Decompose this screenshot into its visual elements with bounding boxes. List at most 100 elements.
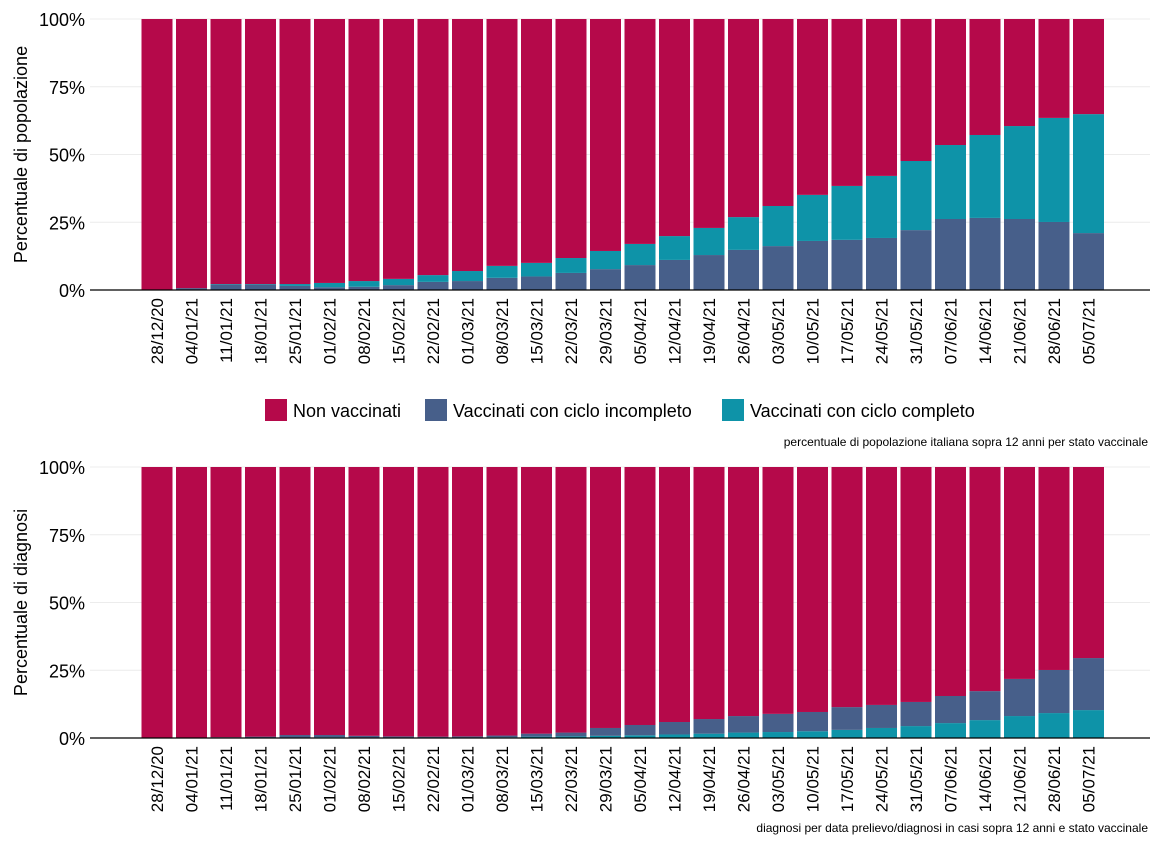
x-tick-label: 17/05/21 [838, 298, 857, 364]
bar-segment [555, 467, 587, 733]
bar-segment [831, 19, 863, 186]
bar-segment [1073, 467, 1104, 659]
bar-segment [452, 736, 483, 738]
bar-segment [590, 735, 621, 738]
bar-segment [176, 288, 207, 290]
bar-segment [383, 285, 414, 290]
y-axis-title: Percentuale di diagnosi [11, 509, 31, 696]
bar-segment [279, 467, 311, 736]
bar-segment [659, 259, 690, 290]
x-tick-label: 24/05/21 [873, 298, 892, 364]
bar-segment [693, 467, 725, 720]
x-tick-label: 26/04/21 [735, 746, 754, 812]
bar-segment [1038, 19, 1070, 118]
x-tick-label: 08/02/21 [355, 298, 374, 364]
bar-segment [762, 205, 794, 247]
bar-segment [521, 467, 552, 734]
bar-segment [624, 724, 656, 736]
y-tick-label: 100% [39, 458, 85, 478]
x-tick-label: 10/05/21 [804, 746, 823, 812]
bar-segment [1073, 658, 1104, 711]
y-tick-label: 25% [49, 213, 85, 233]
bar-segment [866, 19, 897, 176]
x-tick-label: 11/01/21 [217, 298, 236, 363]
bar-segment [624, 243, 656, 266]
x-tick-label: 25/01/21 [286, 298, 305, 364]
x-tick-label: 10/05/21 [804, 298, 823, 364]
bar-segment [452, 19, 483, 272]
bar-segment [624, 19, 656, 244]
bar-segment [624, 467, 656, 725]
bar-segment [693, 719, 725, 734]
bar-segment [969, 467, 1001, 692]
bar-segment [590, 269, 621, 290]
x-tick-label: 03/05/21 [769, 298, 788, 364]
x-tick-label: 01/03/21 [459, 746, 478, 812]
bar-segment [831, 707, 863, 730]
bar-segment [383, 736, 414, 738]
bar-segment [383, 19, 414, 279]
bar-segment [210, 467, 242, 738]
bar-segment [1004, 716, 1035, 738]
bar-segment [1073, 233, 1104, 290]
bar-segment [935, 19, 966, 146]
x-tick-label: 26/04/21 [735, 298, 754, 364]
y-axis-title: Percentuale di popolazione [11, 46, 31, 263]
bar-segment [728, 217, 759, 250]
bar-segment [210, 19, 242, 285]
y-tick-label: 0% [59, 729, 85, 749]
bar-segment [417, 19, 449, 276]
bar-segment [1004, 467, 1035, 679]
x-tick-label: 08/03/21 [493, 298, 512, 364]
legend-swatch [265, 399, 287, 421]
bar-segment [693, 255, 725, 290]
bar-segment [866, 175, 897, 238]
bar-segment [210, 284, 242, 290]
bar-segment [383, 467, 414, 737]
bar-segment [555, 736, 587, 738]
x-tick-label: 22/02/21 [424, 298, 443, 364]
bar-segment [935, 145, 966, 219]
bar-segment [693, 19, 725, 228]
bar-segment [590, 467, 621, 728]
bar-segment [590, 727, 621, 736]
bar-segment [1038, 221, 1070, 290]
bar-segment [831, 239, 863, 290]
bar-segment [176, 19, 207, 289]
bar-segment [797, 467, 828, 712]
legend-label: Vaccinati con ciclo completo [750, 401, 975, 421]
x-tick-label: 01/03/21 [459, 298, 478, 364]
x-tick-label: 25/01/21 [286, 746, 305, 812]
x-tick-label: 07/06/21 [942, 298, 961, 364]
bar-segment [797, 731, 828, 738]
x-tick-label: 05/07/21 [1080, 746, 1099, 812]
x-tick-label: 28/06/21 [1045, 298, 1064, 364]
bar-segment [935, 723, 966, 738]
bar-segment [1004, 19, 1035, 127]
bar-segment [348, 467, 380, 736]
bar-segment [866, 237, 897, 290]
x-tick-label: 22/03/21 [562, 298, 581, 364]
bar-segment [279, 285, 311, 290]
bar-segment [348, 19, 380, 282]
x-tick-label: 04/01/21 [183, 298, 202, 364]
bar-segment [521, 733, 552, 737]
bar-segment [659, 722, 690, 735]
bar-segment [728, 19, 759, 218]
bar-segment [452, 271, 483, 282]
bar-segment [900, 230, 932, 290]
x-tick-label: 07/06/21 [942, 746, 961, 812]
bar-segment [348, 286, 380, 290]
caption: diagnosi per data prelievo/diagnosi in c… [756, 821, 1148, 835]
bar-segment [417, 467, 449, 737]
y-tick-label: 75% [49, 78, 85, 98]
bar-segment [900, 726, 932, 738]
x-tick-label: 03/05/21 [769, 746, 788, 812]
bar-segment [555, 732, 587, 737]
bar-segment [555, 258, 587, 273]
bar-segment [969, 720, 1001, 738]
bar-segment [279, 735, 311, 738]
x-tick-label: 15/02/21 [390, 298, 409, 364]
y-tick-label: 100% [39, 10, 85, 30]
bar-segment [245, 736, 276, 738]
